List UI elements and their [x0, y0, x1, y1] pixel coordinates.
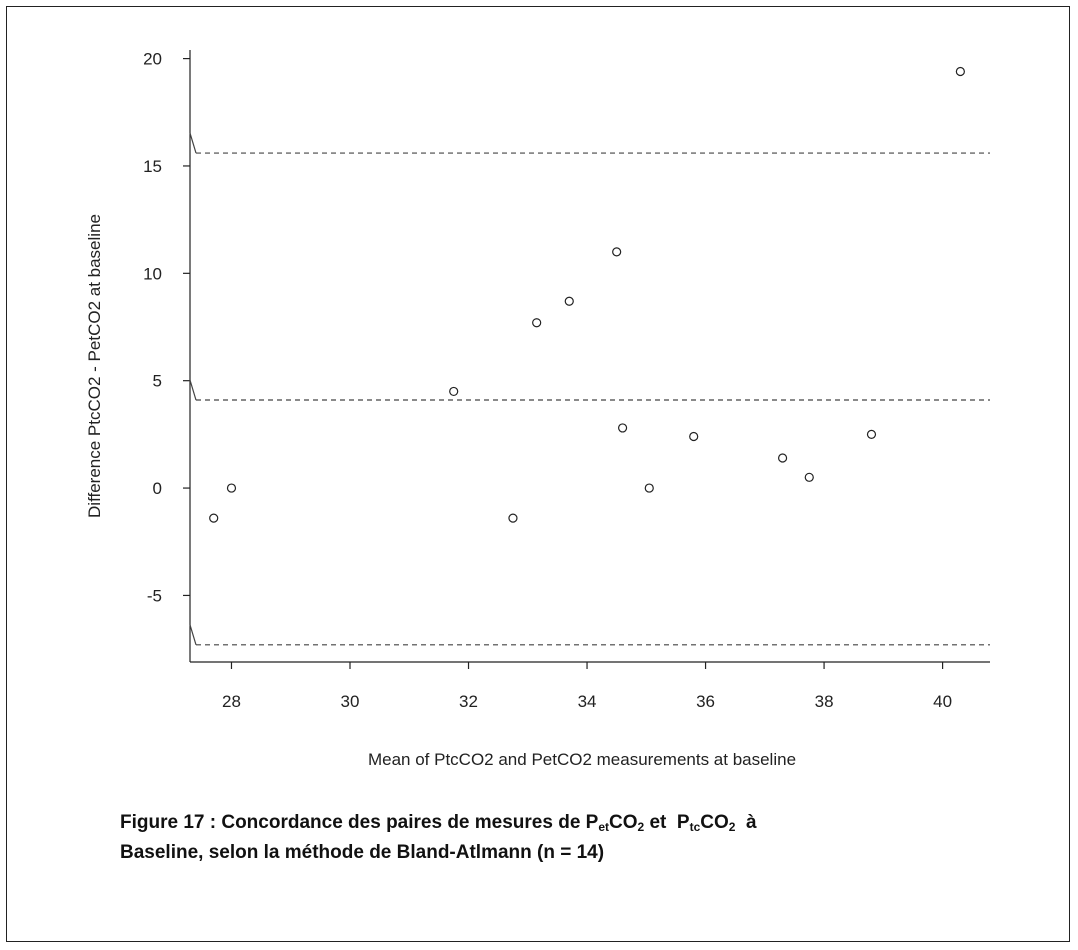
data-point	[532, 318, 542, 328]
data-point	[644, 483, 654, 493]
x-tick-label: 38	[815, 692, 834, 711]
caption-line-2: Baseline, selon la méthode de Bland-Atlm…	[120, 842, 605, 863]
caption-subscript: 2	[728, 820, 736, 834]
y-ticks: -5 0 5 10 15 20	[143, 50, 190, 605]
reference-line-hook	[189, 379, 197, 401]
x-tick-label: 40	[933, 692, 952, 711]
data-point	[564, 296, 574, 306]
data-point	[955, 66, 965, 77]
y-tick-label: 15	[143, 157, 162, 176]
x-tick-label: 30	[341, 692, 360, 711]
data-point	[689, 431, 699, 442]
data-point	[226, 483, 237, 493]
caption-subscript: 2	[637, 820, 645, 834]
x-axis-title: Mean of PtcCO2 and PetCO2 measurements a…	[368, 750, 796, 769]
caption-text: et P	[644, 812, 690, 833]
data-point	[866, 429, 877, 439]
reference-lines	[189, 132, 990, 646]
reference-line-hook	[189, 132, 197, 154]
y-tick-label: -5	[147, 586, 162, 605]
y-axis-title: Difference PtcCO2 - PetCO2 at baseline	[85, 214, 104, 518]
x-ticks: 28 30 32 34 36 38 40	[222, 662, 952, 711]
caption-text: CO	[609, 812, 638, 833]
reference-line-hook	[189, 624, 197, 645]
caption-line-1: Figure 17 : Concordance des paires de me…	[120, 808, 1020, 838]
caption-subscript: tc	[689, 820, 701, 834]
data-point	[449, 386, 459, 397]
data-point	[804, 472, 814, 482]
y-tick-label: 10	[143, 264, 162, 283]
caption-subscript: et	[598, 820, 610, 834]
y-tick-label: 5	[153, 372, 162, 391]
caption-text: CO	[700, 812, 729, 833]
y-tick-label: 0	[153, 479, 162, 498]
data-point	[777, 453, 788, 463]
data-point	[612, 247, 622, 257]
caption-text: Figure 17 : Concordance des paires de me…	[120, 812, 599, 833]
data-point	[617, 423, 628, 433]
axes	[189, 50, 990, 663]
figure-caption: Figure 17 : Concordance des paires de me…	[120, 808, 1020, 868]
x-tick-label: 34	[578, 692, 597, 711]
y-tick-label: 20	[143, 50, 162, 69]
x-tick-label: 32	[459, 692, 478, 711]
figure-frame	[6, 6, 1070, 942]
x-tick-label: 36	[696, 692, 715, 711]
data-points	[209, 66, 965, 523]
x-tick-label: 28	[222, 692, 241, 711]
caption-text: à	[735, 812, 757, 833]
data-point	[209, 513, 219, 523]
data-point	[508, 513, 518, 523]
